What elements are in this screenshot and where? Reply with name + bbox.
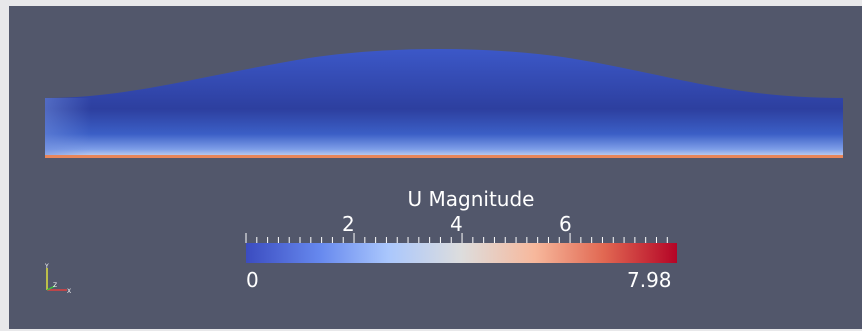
scalar-bar-ticks [245,233,668,243]
axis-x-label: X [67,288,71,295]
axis-z-label: Z [53,282,57,289]
axis-y-label: Y [44,263,49,270]
scalar-bar-min-label: 0 [246,268,259,292]
wall-boundary-layer [45,155,843,158]
scalar-bar-title: U Magnitude [407,187,535,211]
scalar-bar-max-label: 7.98 [627,268,672,292]
tick-label-4: 4 [450,212,463,236]
orientation-axes-icon: Y X Z [44,263,71,295]
inlet-region [45,98,91,158]
scalar-bar-gradient [246,243,677,263]
render-viewport[interactable]: Y X Z U Magnitude 2 4 6 0 7.98 [9,6,862,329]
tick-label-6: 6 [559,212,572,236]
flow-field-render: Y X Z [44,49,843,295]
tick-label-2: 2 [342,212,355,236]
channel-domain [45,49,843,158]
